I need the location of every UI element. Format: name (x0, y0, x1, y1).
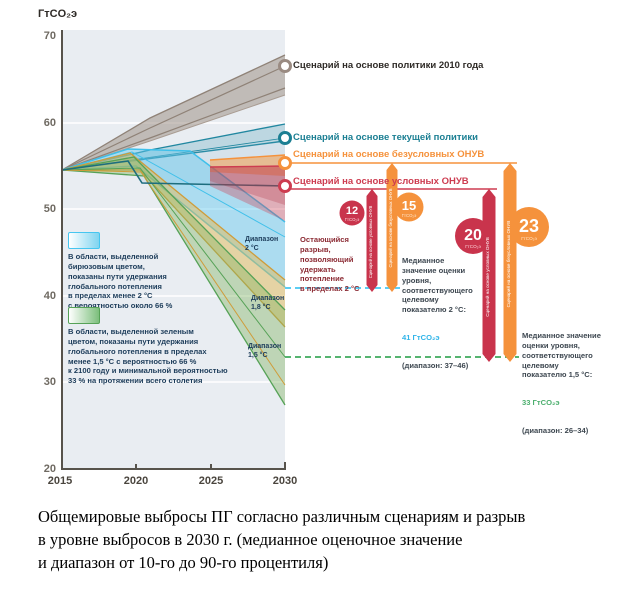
band-conditional-ndc (209, 165, 286, 221)
band-15c (61, 156, 286, 406)
svg-text:Сценарий на основе безусловных: Сценарий на основе безусловных ОНУВ (388, 188, 393, 267)
legend-text-green: В области, выделенной зеленым цветом, по… (68, 327, 228, 386)
svg-text:Сценарий на основе безусловных: Сценарий на основе безусловных ОНУВ (505, 221, 511, 308)
svg-text:ГтCO₂э: ГтCO₂э (402, 213, 417, 218)
line-step-conditional (61, 160, 286, 187)
label-range-2c: Диапазон 2 °C (245, 236, 279, 252)
note-median-2c: Медианное значение оценки уровня, соотве… (402, 238, 478, 389)
note-median-15c: Медианное значение оценки уровня, соотве… (522, 313, 632, 454)
gap-circle-20: 20 ГтCO₂э (455, 218, 491, 254)
figure-caption: Общемировые выбросы ПГ согласно различны… (38, 507, 526, 572)
band-unconditional-ndc (209, 154, 286, 176)
axes (61, 30, 286, 470)
svg-text:Сценарий на основе условных ОН: Сценарий на основе условных ОНУВ (368, 206, 373, 279)
gap-bar-unconditional-2c: Сценарий на основе безусловных ОНУВ (386, 163, 398, 292)
y-tick-30: 30 (43, 376, 56, 388)
emissions-chart-svg: 12 ГтCO₂э 15 ГтCO₂э 20 ГтCO₂э 23 ГтCO₂э … (61, 30, 549, 470)
x-tick-2025: 2025 (198, 475, 224, 487)
gap-circle-23: 23 ГтCO₂э (509, 207, 549, 247)
gap-bar-unconditional-15c: Сценарий на основе безусловных ОНУВ (503, 163, 517, 362)
y-tick-40: 40 (43, 290, 56, 302)
scenario-markers (278, 59, 292, 193)
marker-policy-2010 (278, 59, 292, 73)
legend-swatch-turquoise (68, 232, 100, 249)
note-median-15c-range: (диапазон: 26–34) (522, 426, 589, 436)
y-axis-title: ГтCO₂э (38, 8, 78, 20)
gap-circle-15: 15 ГтCO₂э (394, 192, 424, 222)
note-median-15c-value: 33 ГтCO₂э (522, 398, 560, 408)
marker-unconditional-ndc (278, 156, 292, 170)
svg-text:ГтCO₂э: ГтCO₂э (465, 244, 481, 249)
legend-swatch-green (68, 307, 100, 324)
x-tick-2020: 2020 (123, 475, 149, 487)
svg-text:Сценарий на основе условных ОН: Сценарий на основе условных ОНУВ (484, 237, 490, 317)
band-18c (61, 152, 286, 328)
svg-text:ГтCO₂э: ГтCO₂э (345, 217, 360, 222)
gap-bar-conditional-15c: Сценарий на основе условных ОНУВ (482, 189, 496, 362)
note-remaining-gap-2c: Остающийся разрыв, позволяющий удержать … (300, 235, 360, 294)
gap-bar-conditional-2c: Сценарий на основе условных ОНУВ (366, 189, 378, 292)
label-range-15c: Диапазон 1,5 °C (248, 343, 282, 359)
y-tick-70: 70 (43, 30, 56, 42)
marker-current-policy (278, 131, 292, 145)
note-median-2c-range: (диапазон: 37–46) (402, 361, 469, 371)
note-median-2c-text: Медианное значение оценки уровня, соотве… (402, 256, 473, 315)
svg-text:15: 15 (402, 198, 416, 213)
svg-text:12: 12 (346, 205, 358, 217)
label-range-18c: Диапазон 1,8 °C (251, 295, 285, 311)
label-policy-2010: Сценарий на основе политики 2010 года (293, 60, 484, 71)
legend-text-turquoise: В области, выделенной бирюзовым цветом, … (68, 252, 173, 311)
svg-text:23: 23 (519, 216, 539, 236)
gap-circle-12: 12 ГтCO₂э (339, 200, 365, 226)
label-current-policy: Сценарий на основе текущей политики (293, 132, 478, 143)
svg-text:20: 20 (464, 227, 482, 244)
label-unconditional-ndc: Сценарий на основе безусловных ОНУВ (293, 149, 485, 160)
note-median-15c-text: Медианное значение оценки уровня, соотве… (522, 331, 601, 380)
y-tick-50: 50 (43, 203, 56, 215)
x-tick-2015: 2015 (47, 475, 73, 487)
y-tick-20: 20 (43, 463, 56, 475)
y-tick-60: 60 (43, 117, 56, 129)
marker-conditional-ndc (278, 179, 292, 193)
label-conditional-ndc: Сценарий на основе условных ОНУВ (293, 176, 469, 187)
note-median-2c-value: 41 ГтCO₂э (402, 333, 440, 343)
x-tick-2030: 2030 (272, 475, 298, 487)
gridlines (62, 122, 285, 383)
svg-text:ГтCO₂э: ГтCO₂э (521, 236, 537, 241)
